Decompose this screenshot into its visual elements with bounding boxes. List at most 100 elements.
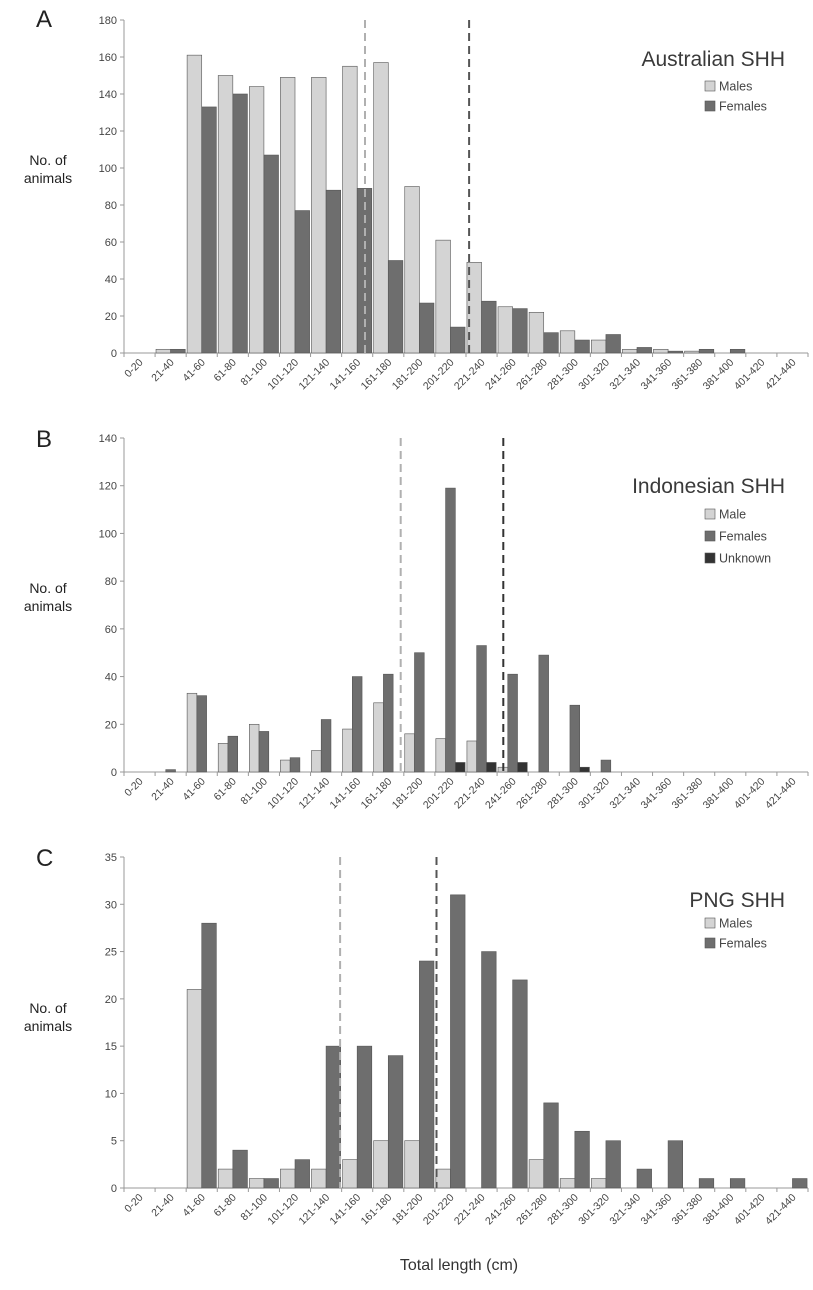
x-tick-label: 141-160	[328, 357, 364, 393]
legend-label-unknown: Unknown	[719, 552, 771, 566]
x-tick-label: 61-80	[211, 357, 239, 385]
x-tick-label: 361-380	[670, 776, 706, 812]
x-tick-label: 221-240	[452, 356, 488, 392]
x-tick-label: 341-360	[638, 357, 674, 393]
bar-males	[684, 350, 700, 354]
legend-label-females: Females	[719, 100, 767, 114]
y-tick-label: 100	[99, 528, 117, 540]
bar-males	[404, 186, 420, 354]
bar-females	[729, 1178, 746, 1189]
x-tick-label: 241-260	[483, 776, 519, 812]
y-tick-label: 60	[105, 237, 117, 249]
bar-females	[383, 673, 394, 773]
bar-unknown	[517, 762, 528, 773]
x-tick-label: 321-340	[607, 776, 643, 812]
y-tick-label: 0	[111, 1183, 117, 1195]
bar-females	[698, 1178, 715, 1189]
y-axis-label: animals	[24, 598, 72, 614]
bar-male	[217, 743, 229, 773]
x-tick-label: 401-420	[732, 357, 768, 393]
x-tick-label: 121-140	[296, 776, 332, 812]
bar-females	[481, 951, 497, 1189]
x-tick-label: 21-40	[149, 1192, 177, 1220]
bar-females	[450, 894, 466, 1189]
bar-males	[342, 65, 358, 354]
y-axis-label: No. of	[29, 152, 66, 168]
legend-swatch-male	[704, 508, 716, 520]
panel-letter: A	[36, 6, 52, 33]
bar-males	[249, 1178, 265, 1189]
x-tick-label: 41-60	[180, 357, 208, 385]
bar-males	[435, 1168, 451, 1189]
bar-females	[667, 350, 684, 354]
y-tick-label: 30	[105, 899, 117, 911]
series-males	[155, 54, 700, 354]
bar-females	[232, 1149, 248, 1189]
y-tick-label: 100	[99, 163, 117, 175]
x-tick-label: 261-280	[514, 1192, 550, 1228]
x-tick-label: 201-220	[421, 1192, 457, 1228]
bar-females	[356, 1045, 373, 1189]
bar-males	[280, 1168, 296, 1189]
bar-females	[538, 654, 549, 773]
y-tick-label: 15	[105, 1041, 117, 1053]
x-tick-label: 261-280	[514, 357, 550, 393]
bar-females	[352, 676, 363, 773]
bar-males	[559, 330, 576, 354]
bar-females	[512, 308, 528, 354]
legend: Males Females	[704, 80, 767, 114]
bar-males	[622, 348, 638, 354]
bar-females	[450, 326, 466, 354]
legend-label-males: Males	[719, 80, 752, 94]
x-tick-label: 341-360	[638, 776, 674, 812]
legend-swatch-unknown	[704, 552, 716, 564]
legend-swatch-females	[704, 530, 716, 542]
y-tick-label: 10	[105, 1088, 117, 1100]
x-tick-label: 21-40	[149, 776, 177, 804]
y-tick-label: 80	[105, 576, 117, 588]
bar-females	[320, 719, 332, 773]
chart-title: PNG SHH	[689, 889, 785, 912]
x-tick-label: 301-320	[576, 776, 612, 812]
x-tick-label: 121-140	[296, 357, 332, 393]
y-tick-label: 35	[105, 852, 117, 864]
x-tick-label: 281-300	[545, 1192, 581, 1228]
y-tick-label: 20	[105, 994, 117, 1006]
y-tick-label: 120	[99, 481, 117, 493]
bar-males	[280, 77, 296, 354]
y-tick-label: 0	[111, 348, 117, 360]
x-tick-label: 281-300	[545, 776, 581, 812]
bar-males	[155, 348, 171, 354]
bar-females	[574, 339, 590, 354]
x-tick-label: 221-240	[452, 1191, 488, 1227]
x-tick-label: 241-260	[483, 357, 519, 393]
x-tick-label: 361-380	[670, 1192, 706, 1228]
x-tick-label: 321-340	[607, 357, 643, 393]
x-tick-label: 381-400	[701, 357, 737, 393]
x-tick-label: 41-60	[180, 776, 208, 804]
bar-males	[435, 239, 451, 354]
bar-males	[186, 989, 203, 1189]
bar-females	[201, 922, 217, 1189]
x-tick-label: 161-180	[359, 1192, 395, 1228]
x-tick-label: 261-280	[514, 776, 550, 812]
y-tick-label: 140	[99, 89, 117, 101]
x-tick-label: 381-400	[701, 1192, 737, 1228]
bar-females	[294, 1159, 310, 1189]
bar-females	[170, 348, 186, 354]
y-tick-label: 5	[111, 1136, 117, 1148]
bar-females	[543, 332, 559, 354]
legend-label-male: Male	[719, 508, 746, 522]
legend-swatch-males	[704, 80, 716, 92]
bar-females	[600, 759, 612, 773]
bar-females	[325, 189, 341, 354]
bar-males	[249, 86, 265, 354]
y-tick-label: 0	[111, 767, 117, 779]
legend-swatch-females	[704, 100, 716, 112]
bar-females	[476, 645, 487, 773]
x-tick-label: 101-120	[265, 1192, 301, 1228]
bar-male	[280, 759, 291, 773]
bar-females	[419, 302, 435, 354]
y-axis-label: animals	[24, 170, 72, 186]
